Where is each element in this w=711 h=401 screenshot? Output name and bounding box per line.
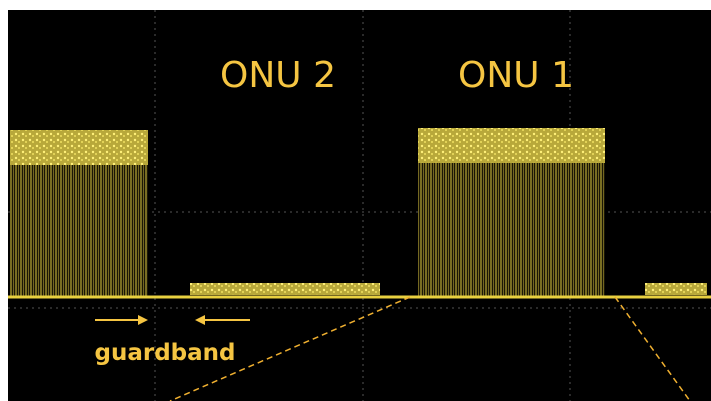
burst-top <box>418 128 605 163</box>
low-burst <box>645 283 707 295</box>
guardband-label: guardband <box>95 340 236 366</box>
burst <box>10 150 148 297</box>
page: ONU 2 ONU 1 guardband (() => { const dat… <box>0 0 711 401</box>
scope-screen: ONU 2 ONU 1 guardband <box>0 0 711 401</box>
burst <box>418 150 605 297</box>
low-burst <box>190 283 380 295</box>
onu2-label: ONU 2 <box>220 55 336 96</box>
onu1-label: ONU 1 <box>458 55 574 96</box>
burst-top <box>10 130 148 165</box>
